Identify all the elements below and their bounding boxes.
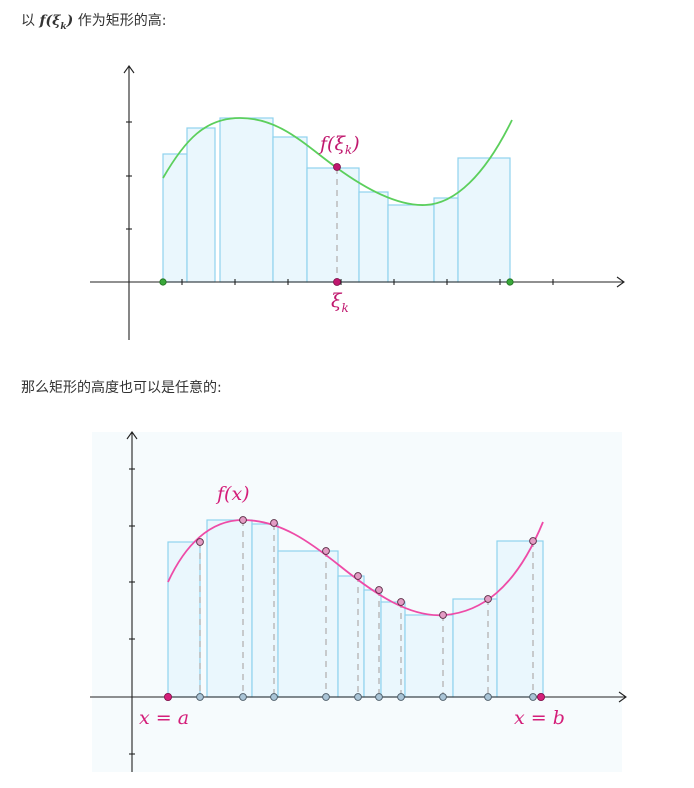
figure1-y-arrow xyxy=(123,65,135,74)
figure2-curve-points xyxy=(196,516,537,619)
rect-9 xyxy=(452,598,498,698)
figure1-tag-point xyxy=(333,278,341,286)
figure1-y-ticks xyxy=(126,121,132,230)
figure2-a-label: x = a xyxy=(139,707,189,729)
figure1-right-endpoint xyxy=(506,278,514,286)
figure2-function-label: f(x) xyxy=(215,483,250,505)
rect-10 xyxy=(496,540,544,698)
rect-1 xyxy=(167,541,201,698)
rect-8 xyxy=(404,614,454,698)
rect-7 xyxy=(387,204,435,283)
rect-5 xyxy=(306,167,360,283)
figure2-a-endpoint xyxy=(163,693,172,702)
figure1-curve-point xyxy=(333,163,341,171)
rect-3 xyxy=(219,117,274,283)
figure2-y-ticks xyxy=(129,468,135,755)
figure-riemann-tag-heights: f(ξk) ξk xyxy=(90,65,625,340)
caption-second: 那么矩形的高度也可以是任意的: xyxy=(21,380,222,396)
figure2-y-arrow xyxy=(126,431,138,440)
figure1-axes xyxy=(90,65,625,340)
figure2-function-curve xyxy=(167,519,544,617)
rect-5 xyxy=(337,575,365,698)
figure1-x-ticks xyxy=(181,279,554,285)
figure2-b-endpoint xyxy=(537,693,546,702)
rect-2 xyxy=(186,127,216,283)
rect-8 xyxy=(433,197,459,283)
rect-4 xyxy=(277,550,339,698)
caption-first-math: f(ξk) xyxy=(39,13,74,32)
rect-9 xyxy=(457,157,511,283)
figure2-b-label: x = b xyxy=(514,707,565,729)
rect-6 xyxy=(358,191,389,283)
figure2-x-arrow xyxy=(618,691,627,703)
caption-first-suffix: 作为矩形的高: xyxy=(77,13,167,29)
figure1-x-arrow xyxy=(616,276,625,288)
figure1-function-label: f(ξk) xyxy=(318,133,360,157)
caption-first: 以 f(ξk) 作为矩形的高: xyxy=(21,11,166,37)
caption-first-prefix: 以 xyxy=(21,13,35,29)
rect-2 xyxy=(206,519,253,698)
figure2-axis-points xyxy=(196,693,537,701)
figure2-tag-dashed-lines xyxy=(199,520,534,697)
figure1-xi-label: ξk xyxy=(331,290,349,315)
figure1-left-endpoint xyxy=(159,278,167,286)
